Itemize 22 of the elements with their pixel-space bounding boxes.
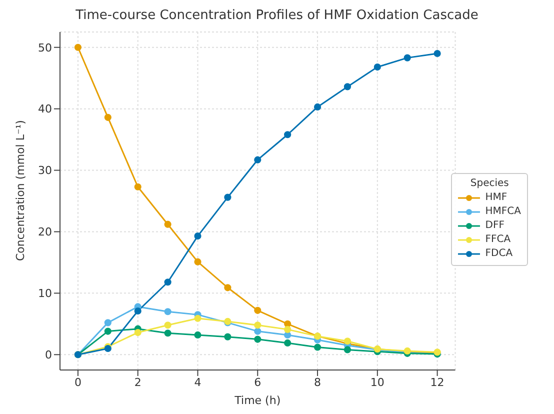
- x-tick-label: 6: [254, 376, 262, 389]
- x-tick-label: 0: [74, 376, 82, 389]
- y-tick-label: 50: [38, 41, 52, 54]
- x-tick-label: 2: [134, 376, 142, 389]
- legend-label: FFCA: [485, 232, 511, 246]
- x-tick-label: 10: [370, 376, 384, 389]
- y-tick-label: 40: [38, 102, 52, 116]
- y-tick-label: 10: [38, 287, 52, 300]
- chart-title: Time-course Concentration Profiles of HMF Oxidation Cascade: [74, 8, 480, 25]
- legend-label: HMFCA: [485, 204, 521, 218]
- x-tick-label: 4: [194, 376, 202, 389]
- x-tick-label: 12: [430, 376, 444, 389]
- legend-label: DFF: [485, 218, 504, 232]
- y-tick-label: 30: [38, 164, 52, 178]
- legend-title: Species: [469, 178, 510, 188]
- y-tick-label: 20: [38, 226, 52, 239]
- y-tick-label: 0: [45, 348, 52, 362]
- legend-label: FDCA: [485, 246, 513, 260]
- x-tick-label: 8: [314, 376, 322, 389]
- x-axis-title: Time (h): [234, 394, 281, 407]
- legend-label: HMF: [485, 190, 508, 204]
- y-axis-title: Concentration (mmol L⁻¹): [14, 120, 27, 261]
